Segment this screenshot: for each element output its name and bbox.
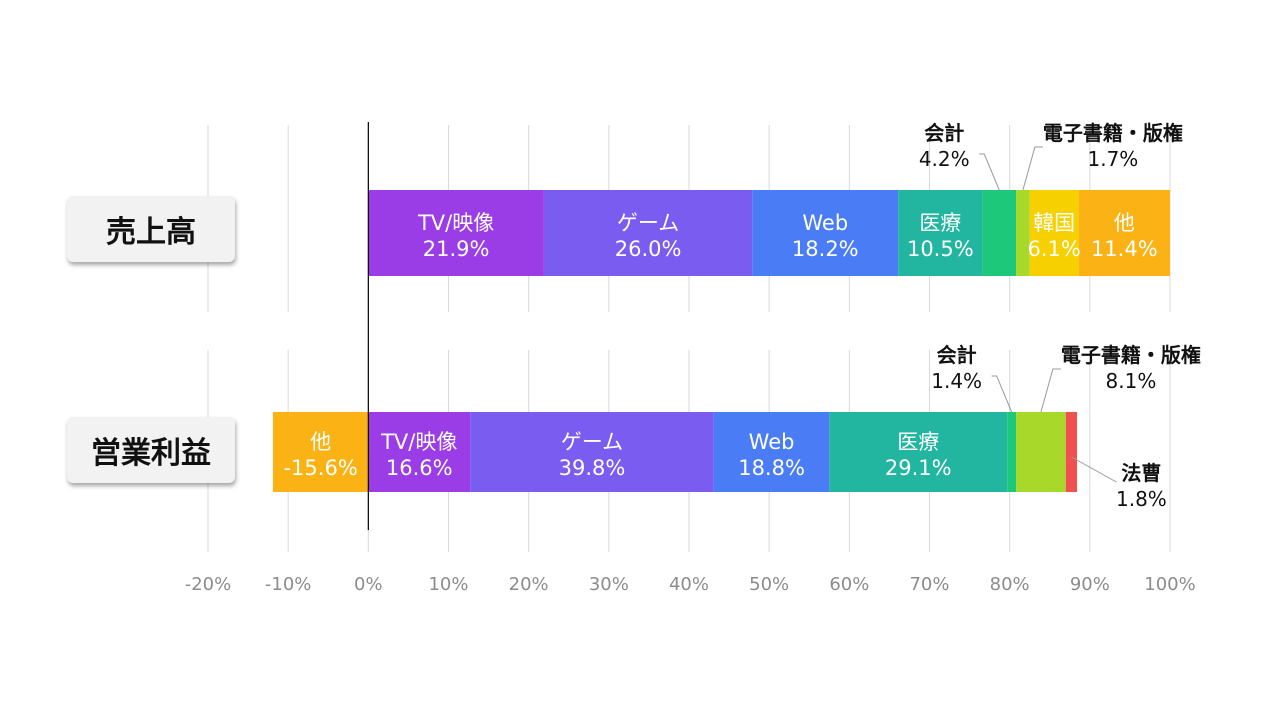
- bar-segment-1-0: [272, 412, 369, 492]
- bar-segment-0-2: [752, 190, 899, 276]
- bar-segment-1-7: [1065, 412, 1078, 492]
- callout-value-label: 1.4%: [931, 369, 982, 393]
- bar-segment-0-1: [543, 190, 753, 276]
- segment-value-label: 6.1%: [1027, 237, 1080, 261]
- row-label-operating-profit: 営業利益: [67, 417, 235, 483]
- callout-value-label: 1.7%: [1087, 147, 1138, 171]
- bar-segment-0-4: [982, 190, 1017, 276]
- x-tick-label: 70%: [909, 574, 949, 595]
- segment-value-label: 18.8%: [738, 456, 805, 480]
- x-tick-label: 20%: [509, 574, 549, 595]
- segment-name-label: 韓国: [1033, 211, 1075, 235]
- x-tick-label: 30%: [589, 574, 629, 595]
- segment-value-label: 39.8%: [559, 456, 626, 480]
- segment-value-label: 26.0%: [615, 237, 682, 261]
- x-tick-label: 80%: [990, 574, 1030, 595]
- x-tick-label: 10%: [428, 574, 468, 595]
- bar-segment-1-6: [1016, 412, 1066, 492]
- callout-value-label: 4.2%: [919, 147, 970, 171]
- bar-segment-0-0: [368, 190, 544, 276]
- x-tick-label: 90%: [1070, 574, 1110, 595]
- callout-name-label: 電子書籍・版権: [1061, 343, 1201, 367]
- segment-name-label: 他: [1114, 211, 1135, 235]
- segment-name-label: TV/映像: [417, 211, 494, 235]
- segment-value-label: 29.1%: [885, 456, 952, 480]
- callout-value-label: 1.8%: [1116, 487, 1167, 511]
- segment-value-label: -15.6%: [283, 456, 357, 480]
- bar-segment-1-3: [713, 412, 830, 492]
- segment-value-label: 11.4%: [1091, 237, 1158, 261]
- callout-name-label: 法曹: [1121, 461, 1161, 485]
- callout-name-label: 会計: [924, 121, 964, 145]
- bar-segment-0-5: [1016, 190, 1030, 276]
- callout-leader-line: [1071, 456, 1117, 483]
- segment-name-label: 医療: [919, 211, 961, 235]
- segment-name-label: ゲーム: [617, 211, 679, 235]
- bar-segment-0-6: [1029, 190, 1079, 276]
- bar-segment-1-2: [470, 412, 714, 492]
- segment-name-label: 医療: [897, 430, 939, 454]
- segment-name-label: Web: [802, 211, 848, 235]
- bar-segment-0-3: [898, 190, 983, 276]
- segment-value-label: 21.9%: [423, 237, 490, 261]
- bar-segment-0-7: [1078, 190, 1170, 276]
- segment-value-label: 16.6%: [386, 456, 453, 480]
- callout-value-label: 8.1%: [1106, 369, 1157, 393]
- x-tick-label: 0%: [354, 574, 383, 595]
- x-tick-label: 100%: [1144, 574, 1195, 595]
- x-tick-label: -10%: [265, 574, 312, 595]
- segment-value-label: 18.2%: [792, 237, 859, 261]
- callout-leader-line: [1022, 146, 1043, 191]
- callout-leader-line: [991, 375, 1013, 413]
- segment-name-label: ゲーム: [561, 430, 623, 454]
- segment-name-label: TV/映像: [380, 430, 457, 454]
- callout-name-label: 電子書籍・版権: [1043, 121, 1183, 145]
- callout-leader-line: [1040, 368, 1061, 413]
- callout-name-label: 会計: [937, 343, 977, 367]
- x-tick-label: 50%: [749, 574, 789, 595]
- x-tick-label: 60%: [829, 574, 869, 595]
- x-tick-label: 40%: [669, 574, 709, 595]
- segment-name-label: Web: [749, 430, 795, 454]
- row-label-sales: 売上高: [67, 196, 235, 262]
- callout-leader-line: [979, 153, 1000, 191]
- x-tick-label: -20%: [185, 574, 232, 595]
- segment-value-label: 10.5%: [907, 237, 974, 261]
- segment-name-label: 他: [310, 430, 331, 454]
- bar-segment-1-4: [829, 412, 1008, 492]
- bar-segment-1-1: [368, 412, 471, 492]
- bar-segment-1-5: [1007, 412, 1017, 492]
